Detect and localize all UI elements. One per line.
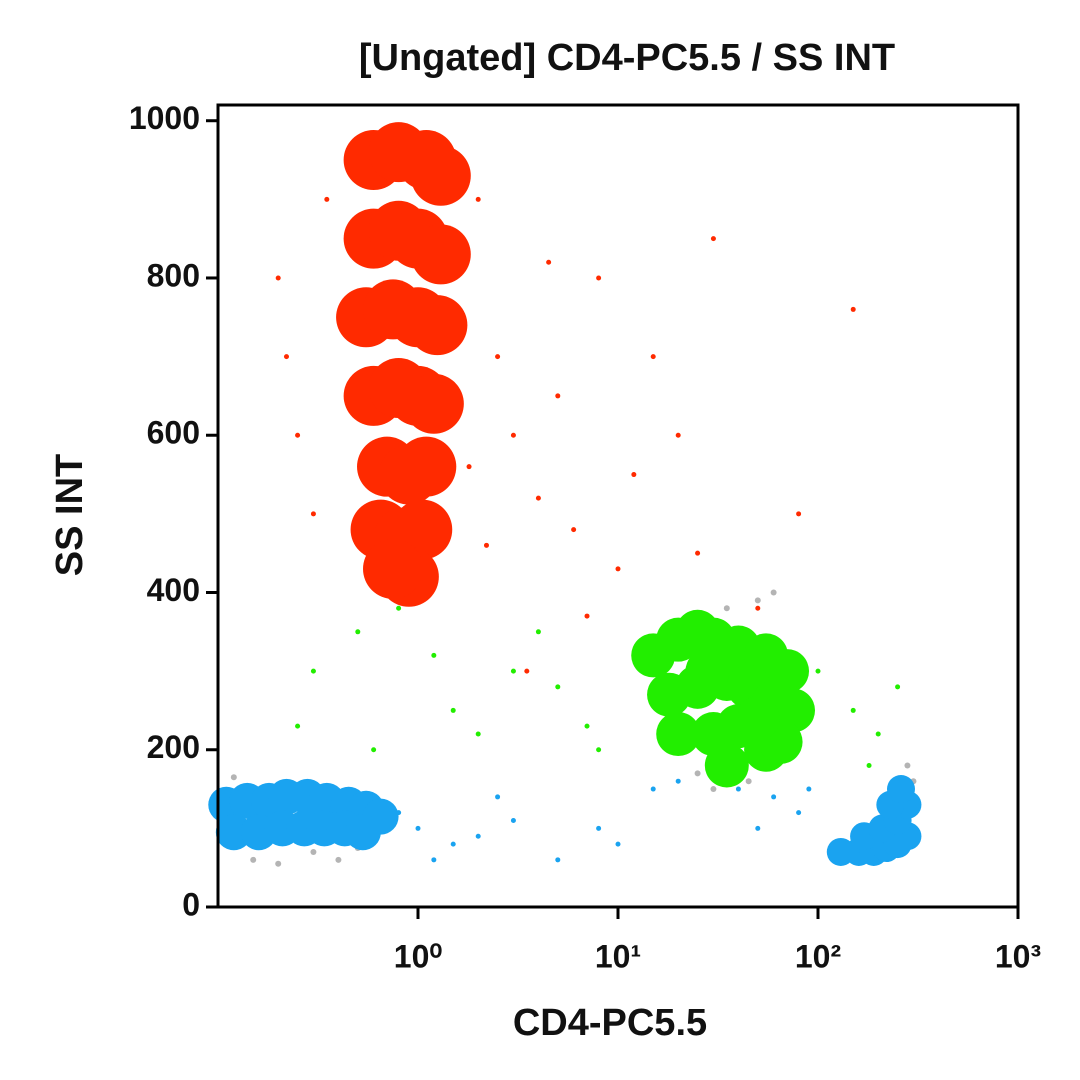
y-tick-label: 200 [147,729,200,765]
data-point [483,542,489,548]
data-point [596,275,602,281]
data-point [754,597,761,604]
data-point [555,684,561,690]
data-point [510,818,516,824]
data-point [735,786,741,792]
data-point [615,566,621,572]
data-point [723,605,730,612]
data-point [410,145,471,206]
data-point [850,707,856,713]
data-point [710,786,717,793]
data-point [850,306,856,312]
data-point [815,668,821,674]
data-point [771,794,777,800]
data-point [694,770,701,777]
data-point [755,605,761,611]
data-point [450,841,456,847]
data-point [310,848,317,855]
data-point [524,668,530,674]
data-point [431,652,437,658]
data-point [584,723,590,729]
data-point [796,810,802,816]
data-point [650,354,656,360]
data-point [535,629,541,635]
data-point [335,856,342,863]
data-point [866,762,872,768]
data-point [656,712,701,757]
data-point [450,707,456,713]
data-point [230,774,237,781]
data-point [250,856,257,863]
data-point [886,775,915,804]
data-point [615,841,621,847]
data-point [295,723,301,729]
data-point [770,589,777,596]
y-tick-label: 0 [182,886,200,922]
data-point [475,833,481,839]
data-point [650,786,656,792]
data-point [295,432,301,438]
data-point [735,696,780,741]
data-point [475,731,481,737]
y-tick-label: 600 [147,415,200,451]
chart-title: [Ungated] CD4-PC5.5 / SS INT [359,37,895,79]
data-point [546,259,552,265]
data-point [695,550,701,556]
data-point [283,354,289,360]
data-point [475,196,481,202]
data-point [596,747,602,753]
data-point [555,857,561,863]
data-point [704,743,749,788]
data-point [710,236,716,242]
data-point [796,511,802,517]
data-point [410,224,471,285]
data-point [495,794,501,800]
x-axis-label: CD4-PC5.5 [513,1002,707,1044]
data-point [596,825,602,831]
data-point [324,196,330,202]
data-point [875,731,881,737]
data-point [555,393,561,399]
data-point [806,786,812,792]
data-point [403,373,464,434]
data-point [895,684,901,690]
data-point [371,747,377,753]
y-tick-label: 800 [147,257,200,293]
y-axis-label: SS INT [49,454,91,576]
data-point [415,825,421,831]
data-point [431,857,437,863]
y-tick-label: 1000 [129,100,200,136]
y-tick-label: 400 [147,572,200,608]
data-point [275,275,281,281]
data-point [363,538,424,599]
data-point [510,432,516,438]
data-point [571,527,577,533]
data-point [344,814,381,851]
data-point [495,354,501,360]
data-point [745,778,752,785]
data-point [675,778,681,784]
data-point [685,649,730,694]
x-tick-label: 10⁰ [394,938,443,974]
data-point [215,814,252,851]
data-point [407,295,468,356]
data-point [396,605,402,611]
data-point [535,495,541,501]
data-point [584,613,590,619]
data-point [310,668,316,674]
data-point [355,629,361,635]
data-point [396,436,457,497]
x-tick-label: 10³ [995,938,1041,974]
x-tick-label: 10² [795,938,841,974]
data-point [466,464,472,470]
data-point [631,472,637,478]
data-point [310,511,316,517]
x-tick-label: 10¹ [595,938,641,974]
data-point [904,762,911,769]
data-point [675,432,681,438]
data-point [510,668,516,674]
data-point [275,860,282,867]
data-point [755,825,761,831]
